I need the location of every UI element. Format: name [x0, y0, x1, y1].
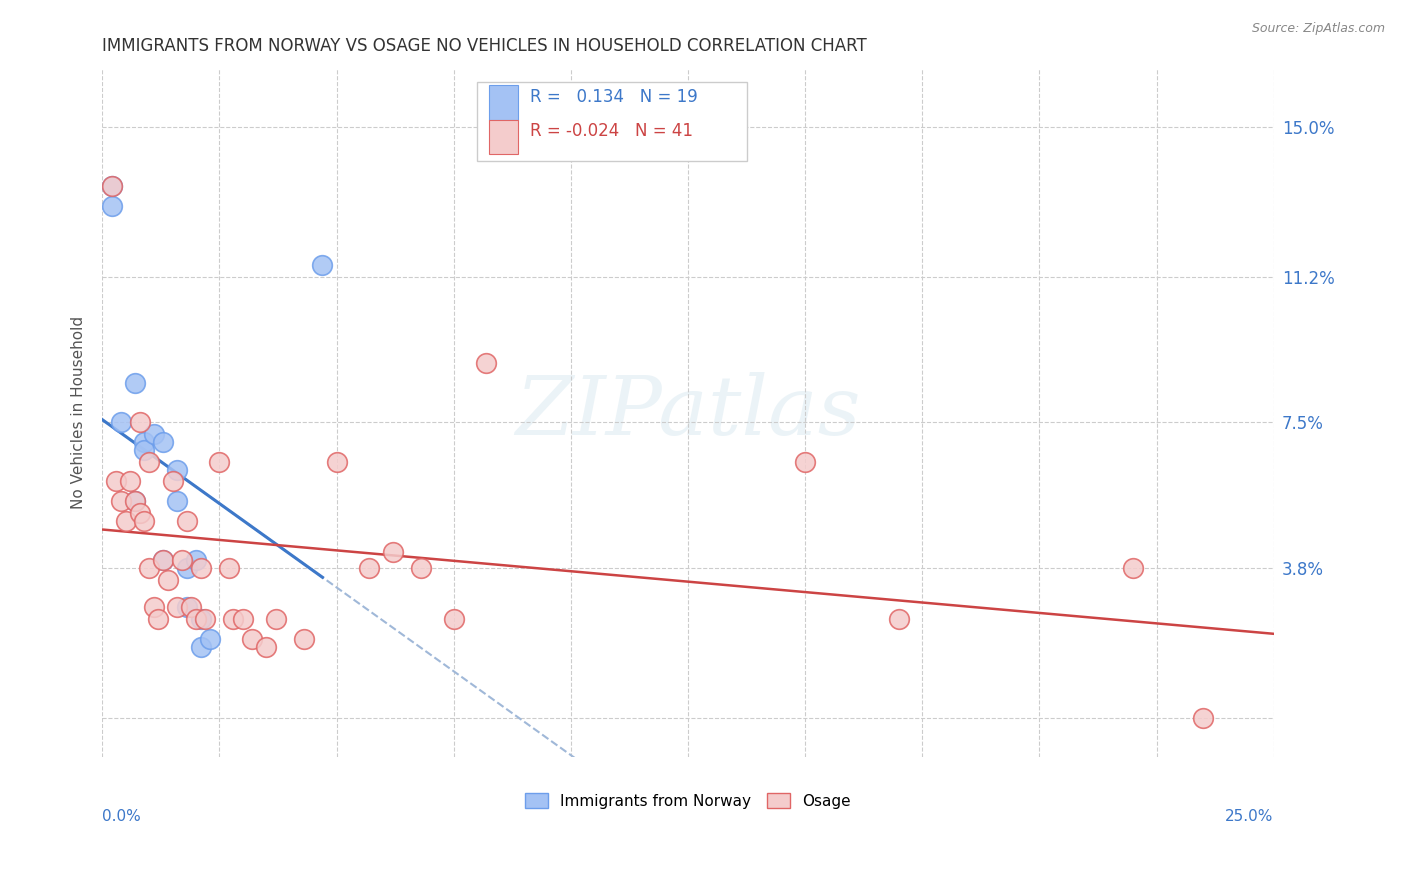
- Point: [184, 612, 207, 626]
- Text: R =   0.134   N = 19: R = 0.134 N = 19: [530, 88, 697, 106]
- Point: [887, 612, 910, 626]
- Point: [184, 553, 207, 567]
- Point: [114, 514, 136, 528]
- Point: [100, 179, 122, 194]
- Point: [110, 494, 132, 508]
- Point: [292, 632, 315, 646]
- Point: [142, 600, 165, 615]
- Y-axis label: No Vehicles in Household: No Vehicles in Household: [72, 316, 86, 509]
- FancyBboxPatch shape: [489, 86, 517, 120]
- Point: [134, 442, 156, 457]
- Text: 0.0%: 0.0%: [103, 809, 141, 823]
- Point: [170, 553, 193, 567]
- Point: [105, 475, 128, 489]
- Point: [138, 455, 160, 469]
- Point: [208, 455, 231, 469]
- Point: [443, 612, 465, 626]
- Point: [176, 514, 198, 528]
- Legend: Immigrants from Norway, Osage: Immigrants from Norway, Osage: [519, 787, 856, 814]
- Text: ZIPatlas: ZIPatlas: [515, 373, 860, 452]
- Point: [128, 415, 150, 429]
- Point: [120, 475, 142, 489]
- Point: [156, 573, 179, 587]
- Point: [166, 462, 188, 476]
- Point: [124, 376, 146, 390]
- Point: [190, 612, 212, 626]
- Point: [124, 494, 146, 508]
- Point: [409, 561, 432, 575]
- Point: [190, 561, 212, 575]
- Point: [152, 435, 174, 450]
- Point: [128, 506, 150, 520]
- Point: [152, 553, 174, 567]
- Point: [264, 612, 287, 626]
- Text: IMMIGRANTS FROM NORWAY VS OSAGE NO VEHICLES IN HOUSEHOLD CORRELATION CHART: IMMIGRANTS FROM NORWAY VS OSAGE NO VEHIC…: [103, 37, 868, 55]
- Point: [218, 561, 240, 575]
- Point: [100, 199, 122, 213]
- FancyBboxPatch shape: [489, 120, 517, 154]
- Point: [142, 427, 165, 442]
- Text: Source: ZipAtlas.com: Source: ZipAtlas.com: [1251, 22, 1385, 36]
- Point: [475, 356, 498, 370]
- Point: [100, 179, 122, 194]
- Point: [176, 561, 198, 575]
- Point: [148, 612, 170, 626]
- Point: [325, 455, 347, 469]
- Point: [134, 435, 156, 450]
- Point: [166, 494, 188, 508]
- Text: R = -0.024   N = 41: R = -0.024 N = 41: [530, 122, 693, 140]
- Point: [222, 612, 245, 626]
- Point: [381, 545, 404, 559]
- Point: [1192, 710, 1215, 724]
- Point: [311, 258, 333, 272]
- Point: [138, 561, 160, 575]
- Point: [194, 612, 217, 626]
- Point: [198, 632, 221, 646]
- FancyBboxPatch shape: [477, 82, 747, 161]
- Point: [152, 553, 174, 567]
- Point: [190, 640, 212, 654]
- Point: [124, 494, 146, 508]
- Point: [232, 612, 254, 626]
- Point: [166, 600, 188, 615]
- Point: [176, 600, 198, 615]
- Point: [254, 640, 277, 654]
- Point: [180, 600, 202, 615]
- Point: [794, 455, 817, 469]
- Point: [134, 514, 156, 528]
- Point: [162, 475, 184, 489]
- Text: 25.0%: 25.0%: [1225, 809, 1274, 823]
- Point: [110, 415, 132, 429]
- Point: [1122, 561, 1144, 575]
- Point: [359, 561, 381, 575]
- Point: [240, 632, 263, 646]
